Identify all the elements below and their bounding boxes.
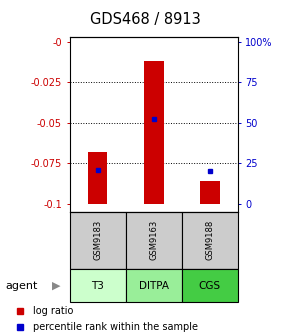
Text: GSM9163: GSM9163 (149, 220, 158, 260)
Text: log ratio: log ratio (33, 306, 73, 316)
Bar (144, 61, 164, 204)
Text: GDS468 / 8913: GDS468 / 8913 (90, 12, 200, 27)
Bar (70, 269, 126, 302)
Text: GSM9188: GSM9188 (205, 220, 214, 260)
Bar (126, 269, 182, 302)
Text: T3: T3 (91, 281, 104, 291)
Text: GSM9183: GSM9183 (93, 220, 102, 260)
Text: CGS: CGS (199, 281, 221, 291)
Text: percentile rank within the sample: percentile rank within the sample (33, 322, 198, 332)
Bar (88, 152, 107, 204)
Bar (182, 269, 238, 302)
Bar (126, 212, 182, 269)
Bar (182, 212, 238, 269)
Text: DITPA: DITPA (139, 281, 169, 291)
Text: agent: agent (6, 281, 38, 291)
Text: ▶: ▶ (52, 281, 61, 291)
Bar (70, 212, 126, 269)
Bar (200, 181, 220, 204)
